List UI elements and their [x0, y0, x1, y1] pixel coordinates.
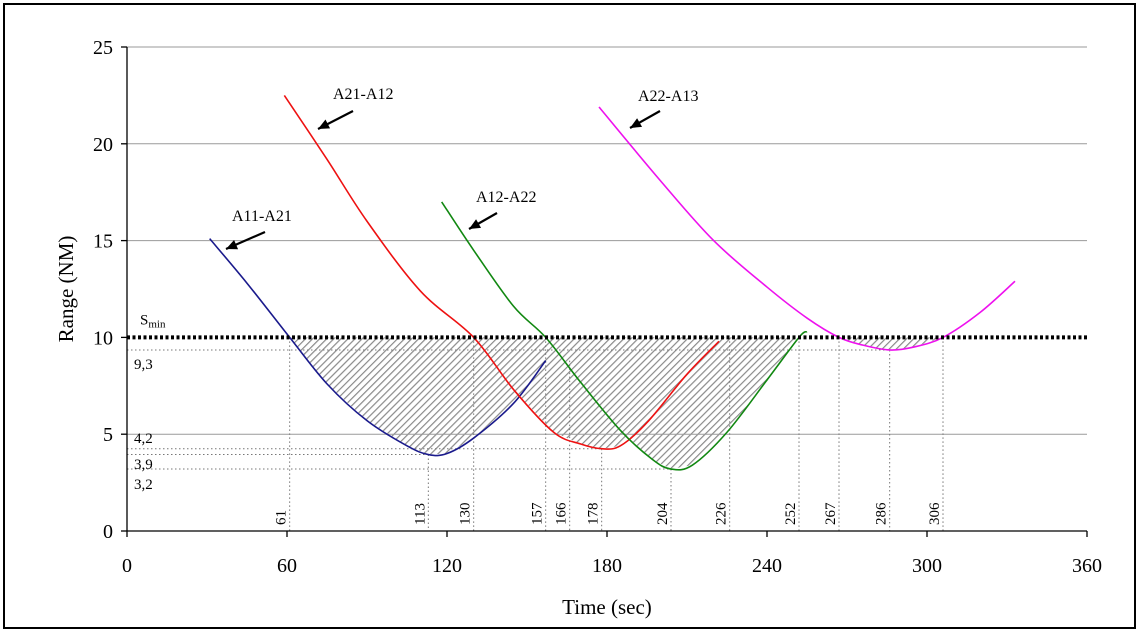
curve-label-A11-A21: A11-A21: [232, 208, 292, 225]
y-tick-label: 10: [93, 327, 113, 349]
arrow-head: [318, 119, 331, 129]
y-tick-label: 5: [103, 424, 113, 446]
range-marker-label: 9,3: [134, 357, 153, 373]
range-marker-label: 3,9: [134, 457, 153, 473]
curve-label-A12-A22: A12-A22: [476, 189, 536, 206]
time-marker-label: 178: [586, 503, 602, 526]
time-marker-label: 113: [412, 503, 428, 525]
smin-subscript: min: [148, 318, 166, 330]
time-marker-label: 267: [823, 502, 839, 525]
hatch-area-2: [545, 337, 799, 470]
curve-label-A21-A12: A21-A12: [333, 86, 393, 103]
x-tick-label: 300: [912, 555, 942, 577]
time-marker-label: 306: [927, 502, 943, 525]
time-marker-label: 157: [530, 502, 546, 525]
curve-label-A22-A13: A22-A13: [638, 88, 698, 105]
smin-label: Smin: [140, 312, 166, 330]
time-marker-label: 130: [458, 503, 474, 526]
time-marker-label: 204: [655, 502, 671, 525]
series-line-A11-A21: [209, 238, 547, 457]
time-marker-label: 166: [554, 502, 570, 525]
arrow-head: [469, 219, 482, 229]
x-tick-label: 0: [122, 555, 132, 577]
time-marker-label: 226: [714, 502, 730, 525]
y-axis-title: Range (NM): [54, 236, 78, 343]
time-marker-label: 286: [874, 502, 890, 525]
arrow-head: [226, 240, 239, 250]
hatch-area-3: [839, 337, 943, 350]
y-tick-label: 15: [93, 231, 113, 253]
range-marker-label: 3,2: [134, 477, 153, 493]
x-tick-label: 60: [277, 555, 297, 577]
x-axis-title: Time (sec): [562, 595, 652, 619]
hatch-area-0: [289, 337, 546, 455]
range-marker-label: 4,2: [134, 431, 153, 447]
time-marker-label: 252: [783, 503, 799, 526]
y-tick-label: 0: [103, 521, 113, 543]
arrow-head: [630, 118, 643, 128]
x-tick-label: 180: [592, 555, 622, 577]
x-tick-label: 240: [752, 555, 782, 577]
y-tick-label: 25: [93, 37, 113, 59]
time-marker-label: 61: [274, 510, 290, 525]
series-line-A21-A12: [283, 94, 720, 450]
series-line-A12-A22: [440, 201, 808, 471]
x-tick-label: 360: [1072, 555, 1102, 577]
x-tick-label: 120: [432, 555, 462, 577]
y-tick-label: 20: [93, 134, 113, 156]
